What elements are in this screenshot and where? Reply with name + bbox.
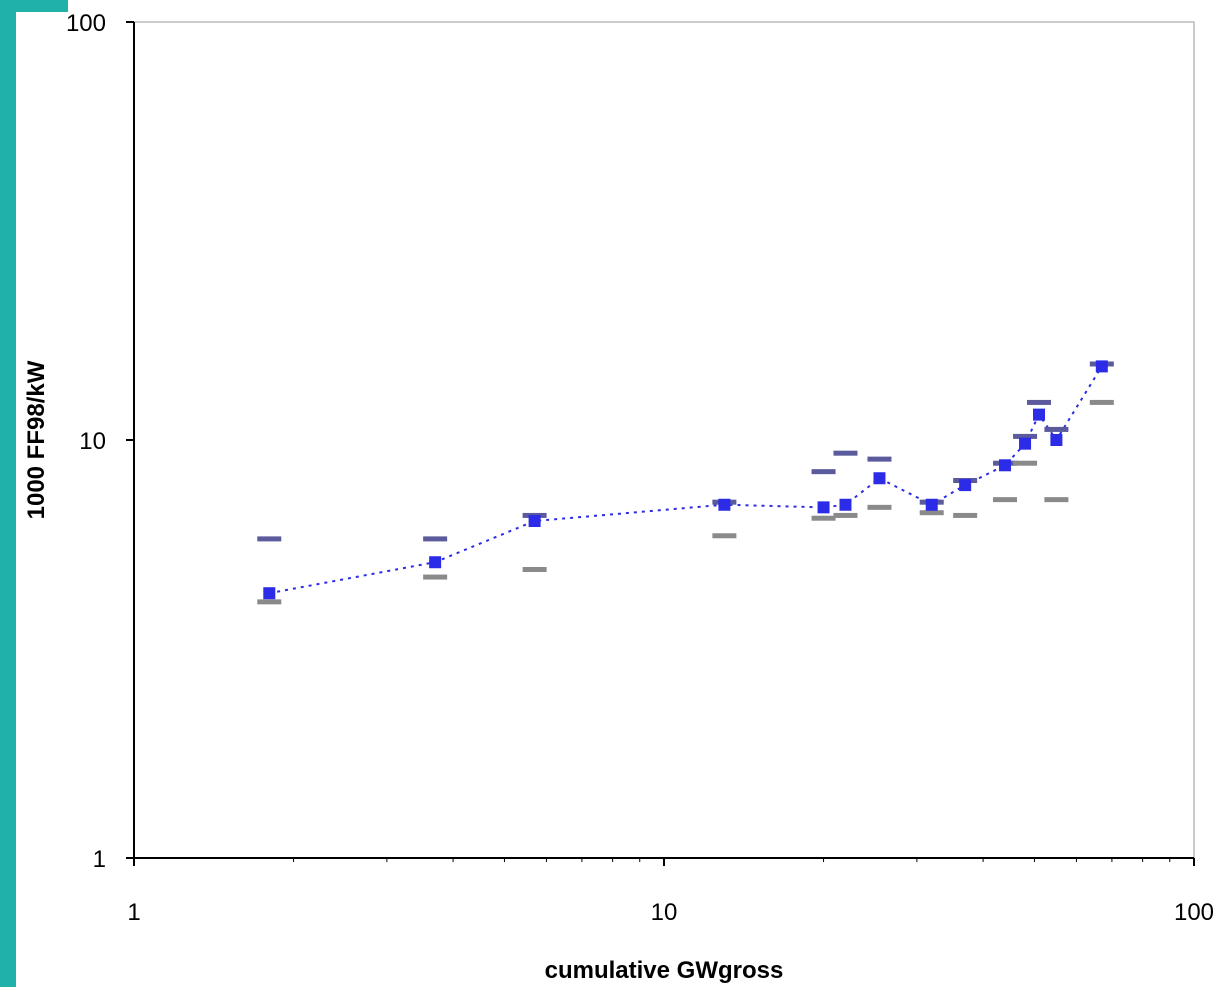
upper-range-mark [867, 456, 892, 462]
accent-side-bar [0, 0, 16, 987]
y-tick-label: 100 [66, 10, 106, 37]
cost-point [1095, 360, 1108, 373]
upper-range-mark [811, 469, 836, 475]
cost-point [429, 556, 442, 569]
upper-range-mark [833, 450, 858, 456]
lower-range-mark [257, 599, 282, 605]
upper-range-mark [1013, 433, 1038, 439]
lower-range-mark [1044, 497, 1069, 503]
cost-point [1033, 408, 1046, 421]
x-axis-title: cumulative GWgross [545, 957, 784, 984]
lower-range-mark [423, 574, 448, 580]
upper-range-mark [1044, 426, 1069, 432]
cost-point [718, 498, 731, 511]
cost-point [839, 498, 852, 511]
lower-range-mark [993, 497, 1018, 503]
x-tick-label: 10 [651, 899, 678, 926]
upper-range-mark [423, 536, 448, 542]
cost-point [925, 498, 938, 511]
y-tick-label: 1 [93, 846, 106, 873]
cost-point [263, 587, 276, 600]
y-tick-label: 10 [79, 428, 106, 455]
accent-corner-block [0, 0, 68, 12]
series-marks [257, 360, 1114, 605]
tick-labels: 1 10 100 100 10 1 [66, 10, 1214, 926]
cost-point [999, 459, 1012, 472]
lower-range-mark [1089, 399, 1114, 405]
lower-range-mark [867, 504, 892, 510]
lower-range-mark [1013, 460, 1038, 466]
axes [126, 21, 1195, 866]
lower-range-mark [712, 533, 737, 539]
cost-point [817, 501, 830, 514]
cost-point [528, 515, 541, 528]
cost-point [1019, 437, 1032, 450]
cost-point [959, 479, 972, 492]
upper-range-mark [257, 536, 282, 542]
upper-range-mark [1027, 399, 1052, 405]
y-axis-title: 1000 FF98/kW [23, 360, 50, 519]
lower-range-mark [522, 566, 547, 572]
cost-point [1050, 434, 1063, 446]
cost-point [873, 472, 886, 485]
x-tick-label: 1 [127, 899, 140, 926]
lower-range-mark [953, 512, 978, 518]
lower-range-mark [919, 510, 944, 516]
lower-range-mark [833, 512, 858, 518]
plot-area [133, 21, 1195, 859]
x-tick-label: 100 [1174, 899, 1214, 926]
lower-range-mark [811, 515, 836, 521]
